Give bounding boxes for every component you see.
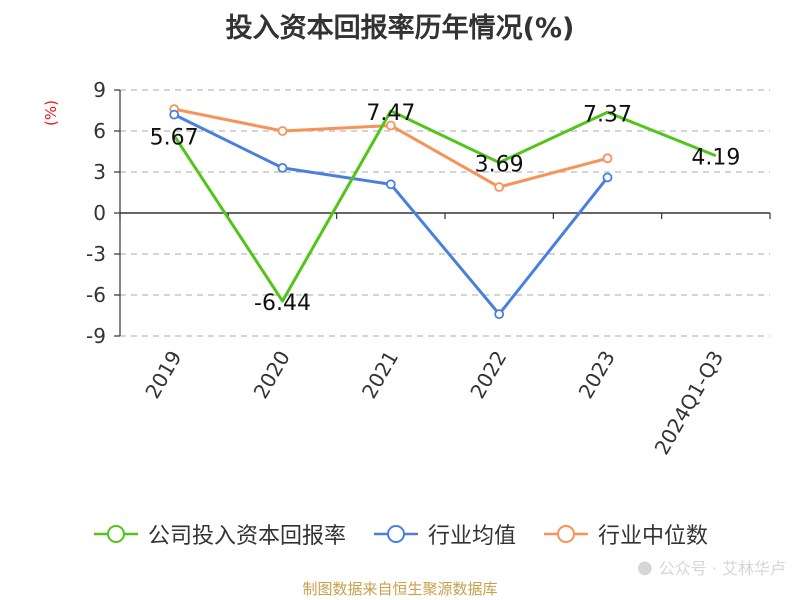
legend-label: 行业均值 bbox=[428, 518, 516, 550]
series-line bbox=[174, 115, 607, 315]
x-tick-label: 2022 bbox=[465, 346, 511, 402]
data-point bbox=[387, 180, 395, 188]
y-tick-label: -6 bbox=[86, 283, 106, 307]
wechat-icon: ● bbox=[637, 557, 653, 578]
x-tick-label: 2023 bbox=[574, 347, 620, 403]
series-line bbox=[174, 111, 716, 301]
data-point bbox=[279, 164, 287, 172]
data-label: 7.47 bbox=[366, 101, 415, 126]
data-label: -6.44 bbox=[254, 291, 311, 316]
x-tick-label: 2020 bbox=[249, 347, 295, 403]
watermark: ● 公众号 · 艾林华卢 bbox=[637, 555, 786, 579]
y-tick-label: 9 bbox=[93, 78, 106, 102]
data-label: 3.69 bbox=[475, 153, 524, 178]
y-tick-label: -3 bbox=[86, 242, 106, 266]
x-tick-label: 2024Q1-Q3 bbox=[649, 347, 728, 459]
legend-item-industry-avg[interactable]: 行业均值 bbox=[372, 518, 516, 550]
x-tick-label: 2021 bbox=[357, 347, 403, 403]
data-label: 4.19 bbox=[691, 146, 740, 171]
data-point bbox=[604, 173, 612, 181]
data-source-note: 制图数据来自恒生聚源数据库 bbox=[0, 578, 800, 599]
legend-line-marker-icon bbox=[372, 524, 420, 544]
data-label: 7.37 bbox=[583, 102, 632, 127]
data-point bbox=[604, 154, 612, 162]
data-point bbox=[279, 127, 287, 135]
data-point bbox=[495, 183, 503, 191]
legend-item-company[interactable]: 公司投入资本回报率 bbox=[92, 518, 346, 550]
y-tick-label: 0 bbox=[93, 201, 106, 225]
watermark-text: 公众号 · 艾林华卢 bbox=[659, 555, 786, 579]
legend-label: 行业中位数 bbox=[598, 518, 708, 550]
x-tick-label: 2019 bbox=[140, 347, 186, 403]
y-tick-label: -9 bbox=[86, 324, 106, 348]
data-label: 5.67 bbox=[150, 126, 199, 151]
data-point bbox=[495, 310, 503, 318]
legend-item-industry-median[interactable]: 行业中位数 bbox=[542, 518, 708, 550]
legend-line-marker-icon bbox=[92, 524, 140, 544]
y-tick-label: 3 bbox=[93, 160, 106, 184]
legend-label: 公司投入资本回报率 bbox=[148, 518, 346, 550]
data-point bbox=[170, 111, 178, 119]
legend-line-marker-icon bbox=[542, 524, 590, 544]
y-tick-label: 6 bbox=[93, 119, 106, 143]
chart-legend: 公司投入资本回报率 行业均值 行业中位数 bbox=[0, 518, 800, 550]
